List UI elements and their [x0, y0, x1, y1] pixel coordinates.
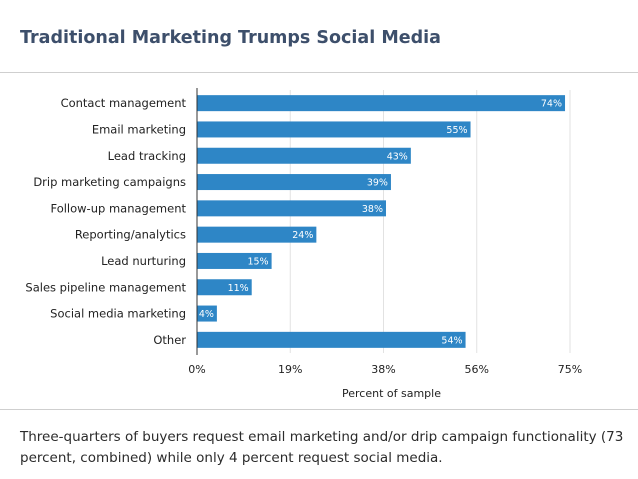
bar — [197, 174, 391, 191]
category-label: Follow-up management — [50, 201, 186, 215]
x-axis-label: Percent of sample — [342, 387, 441, 400]
category-label: Email marketing — [92, 122, 186, 136]
category-label: Lead nurturing — [101, 254, 186, 268]
bar-value-label: 39% — [367, 178, 388, 189]
category-label: Other — [153, 333, 186, 347]
bar — [197, 226, 317, 243]
bar-value-label: 11% — [228, 283, 249, 294]
bar — [197, 147, 411, 164]
bar-value-label: 24% — [292, 230, 313, 241]
bar — [197, 200, 386, 217]
bar-value-label: 15% — [247, 256, 268, 267]
bar-value-label: 38% — [362, 204, 383, 215]
bar — [197, 305, 217, 322]
bar — [197, 121, 471, 138]
category-label: Drip marketing campaigns — [33, 175, 186, 189]
bar-value-label: 43% — [387, 151, 408, 162]
chart-caption: Three-quarters of buyers request email m… — [20, 429, 624, 466]
x-tick-label: 38% — [371, 363, 395, 376]
bar-value-label: 54% — [441, 335, 462, 346]
chart-title: Traditional Marketing Trumps Social Medi… — [20, 28, 441, 48]
x-tick-label: 0% — [188, 363, 205, 376]
x-tick-label: 56% — [465, 363, 489, 376]
bar-value-label: 74% — [541, 99, 562, 110]
bar — [197, 252, 272, 269]
x-tick-label: 75% — [558, 363, 582, 376]
bar-chart: 74% Contact management 55% Email marketing 4… — [25, 88, 582, 400]
caption-divider — [0, 409, 638, 410]
category-label: Lead tracking — [108, 149, 186, 163]
bar — [197, 331, 466, 348]
category-label: Social media marketing — [50, 307, 186, 321]
bar-value-label: 55% — [446, 125, 467, 136]
bar — [197, 95, 566, 112]
title-divider — [0, 72, 638, 73]
category-label: Sales pipeline management — [25, 280, 186, 294]
category-label: Reporting/analytics — [75, 228, 186, 242]
x-tick-label: 19% — [278, 363, 302, 376]
category-label: Contact management — [61, 96, 187, 110]
bar-value-label: 4% — [199, 309, 214, 320]
bar — [197, 279, 252, 296]
